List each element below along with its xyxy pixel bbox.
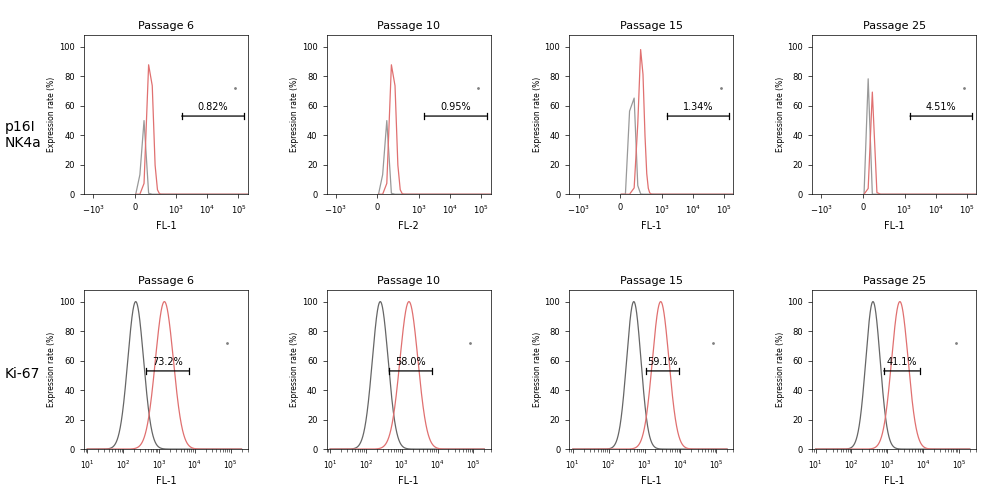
Title: Passage 15: Passage 15 [620,21,683,31]
X-axis label: FL-1: FL-1 [156,476,176,486]
X-axis label: FL-1: FL-1 [883,221,904,231]
Text: Ki-67: Ki-67 [5,367,40,381]
Title: Passage 25: Passage 25 [863,21,926,31]
Title: Passage 6: Passage 6 [138,276,194,286]
X-axis label: FL-1: FL-1 [883,476,904,486]
Title: Passage 10: Passage 10 [377,21,440,31]
Y-axis label: Expression rate (%): Expression rate (%) [290,332,299,407]
Y-axis label: Expression rate (%): Expression rate (%) [47,332,56,407]
Text: 59.1%: 59.1% [647,356,677,366]
Y-axis label: Expression rate (%): Expression rate (%) [47,77,56,152]
X-axis label: FL-2: FL-2 [398,221,419,231]
Y-axis label: Expression rate (%): Expression rate (%) [532,77,541,152]
X-axis label: FL-1: FL-1 [398,476,419,486]
X-axis label: FL-1: FL-1 [156,221,176,231]
Title: Passage 10: Passage 10 [377,276,440,286]
Y-axis label: Expression rate (%): Expression rate (%) [532,332,541,407]
Text: p16I
NK4a: p16I NK4a [5,120,41,150]
Text: 0.95%: 0.95% [441,102,471,112]
Title: Passage 6: Passage 6 [138,21,194,31]
Y-axis label: Expression rate (%): Expression rate (%) [776,77,785,152]
Text: 58.0%: 58.0% [395,356,426,366]
Y-axis label: Expression rate (%): Expression rate (%) [290,77,299,152]
Text: 41.1%: 41.1% [886,356,917,366]
Text: 0.82%: 0.82% [197,102,228,112]
Text: 73.2%: 73.2% [153,356,183,366]
X-axis label: FL-1: FL-1 [641,476,662,486]
X-axis label: FL-1: FL-1 [641,221,662,231]
Text: 1.34%: 1.34% [683,102,714,112]
Title: Passage 25: Passage 25 [863,276,926,286]
Text: 4.51%: 4.51% [926,102,956,112]
Title: Passage 15: Passage 15 [620,276,683,286]
Y-axis label: Expression rate (%): Expression rate (%) [776,332,785,407]
